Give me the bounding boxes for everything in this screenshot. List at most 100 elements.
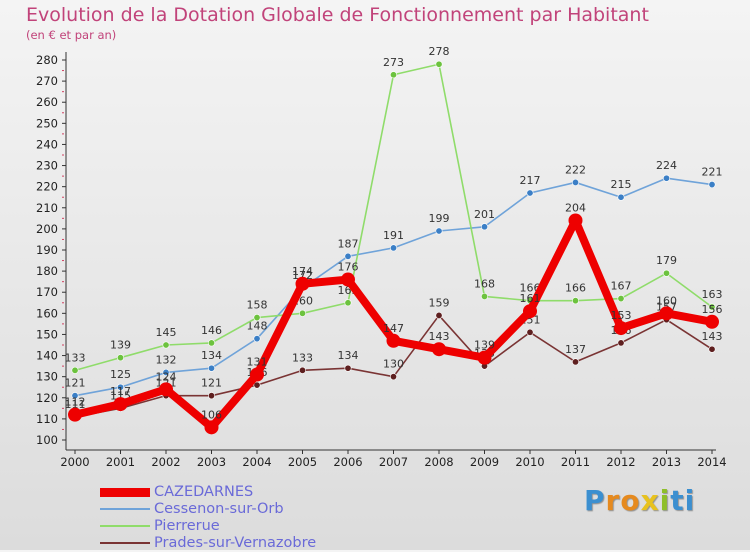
data-label: 174: [292, 265, 313, 278]
data-point: [617, 193, 625, 201]
y-tick-label: 180: [36, 264, 58, 278]
data-point: [662, 174, 670, 182]
data-label: 160: [656, 294, 677, 307]
data-label: 124: [156, 370, 177, 383]
data-point: [71, 366, 79, 374]
data-point: [571, 297, 579, 305]
data-label: 145: [156, 326, 177, 339]
legend-label: Prades-sur-Vernazobre: [154, 535, 317, 551]
data-label: 106: [201, 408, 222, 421]
x-tick-label: 2013: [652, 455, 681, 469]
data-point: [435, 227, 443, 235]
y-tick-label: 130: [36, 370, 58, 384]
data-label: 199: [429, 212, 450, 225]
data-point: [253, 314, 261, 322]
data-label: 159: [429, 296, 450, 309]
data-point: [526, 328, 534, 336]
data-label: 134: [338, 349, 359, 362]
data-label: 222: [565, 163, 586, 176]
data-label: 166: [565, 282, 586, 295]
data-point: [117, 383, 125, 391]
y-tick-label: 220: [36, 180, 58, 194]
data-point: [208, 364, 216, 372]
x-tick-label: 2010: [515, 455, 544, 469]
data-label: 273: [383, 56, 404, 69]
data-label: 131: [247, 356, 268, 369]
data-label: 168: [474, 277, 495, 290]
y-tick-label: 160: [36, 306, 58, 320]
x-tick-label: 2007: [379, 455, 408, 469]
y-tick-label: 200: [36, 222, 58, 236]
data-label: 137: [565, 343, 586, 356]
data-label: 191: [383, 229, 404, 242]
x-tick-label: 2002: [151, 455, 180, 469]
data-point: [571, 178, 579, 186]
data-point: [568, 213, 583, 228]
data-label: 147: [383, 322, 404, 335]
x-tick-label: 2008: [424, 455, 453, 469]
y-tick-label: 230: [36, 159, 58, 173]
data-label: 187: [338, 237, 359, 250]
data-label: 217: [520, 174, 541, 187]
data-point: [526, 189, 534, 197]
x-tick-label: 2009: [470, 455, 499, 469]
x-tick-label: 2004: [242, 455, 271, 469]
data-point: [435, 311, 443, 319]
data-point: [386, 333, 401, 348]
data-point: [662, 269, 670, 277]
legend-label: Cessenon-sur-Orb: [154, 501, 284, 517]
y-tick-label: 100: [36, 433, 58, 447]
data-label: 179: [656, 254, 677, 267]
data-point: [344, 364, 352, 372]
data-label: 133: [292, 351, 313, 364]
data-point: [117, 354, 125, 362]
logo-letter: P: [584, 484, 606, 517]
data-point: [432, 342, 446, 357]
data-point: [204, 420, 219, 435]
data-label: 156: [702, 303, 723, 316]
y-tick-label: 170: [36, 285, 58, 299]
x-tick-label: 2012: [606, 455, 635, 469]
y-tick-label: 140: [36, 349, 58, 363]
data-label: 139: [110, 339, 131, 352]
data-point: [571, 358, 579, 366]
x-tick-label: 2011: [561, 455, 590, 469]
data-point: [344, 299, 352, 307]
data-point: [617, 295, 625, 303]
data-label: 134: [201, 349, 222, 362]
data-label: 221: [702, 166, 723, 179]
data-label: 125: [110, 368, 131, 381]
data-point: [344, 252, 352, 260]
data-point: [389, 244, 397, 252]
data-point: [253, 381, 261, 389]
data-point: [341, 272, 355, 287]
data-point: [298, 309, 306, 317]
data-label: 172: [292, 269, 313, 282]
logo-letter: i: [659, 484, 671, 517]
data-point: [708, 303, 716, 311]
data-point: [480, 223, 488, 231]
data-point: [298, 366, 306, 374]
data-label: 278: [429, 45, 450, 58]
data-label: 158: [247, 299, 268, 312]
data-point: [162, 368, 170, 376]
proxiti-logo: Proxiti: [584, 484, 695, 517]
legend-label: CAZEDARNES: [154, 484, 254, 500]
data-label: 121: [201, 377, 222, 390]
data-point: [71, 392, 79, 400]
data-label: 176: [338, 261, 359, 274]
data-point: [523, 304, 537, 319]
legend-label: Pierrerue: [154, 518, 220, 534]
chart-subtitle: (en € et par an): [26, 28, 117, 42]
y-tick-label: 210: [36, 201, 58, 215]
y-tick-label: 250: [36, 116, 58, 130]
data-point: [208, 339, 216, 347]
data-point: [708, 181, 716, 189]
logo-letter: ti: [670, 484, 696, 517]
x-tick-label: 2000: [60, 455, 89, 469]
data-label: 117: [110, 385, 131, 398]
x-tick-label: 2001: [106, 455, 135, 469]
data-label: 153: [611, 309, 632, 322]
data-point: [295, 276, 310, 291]
data-label: 112: [65, 396, 86, 409]
